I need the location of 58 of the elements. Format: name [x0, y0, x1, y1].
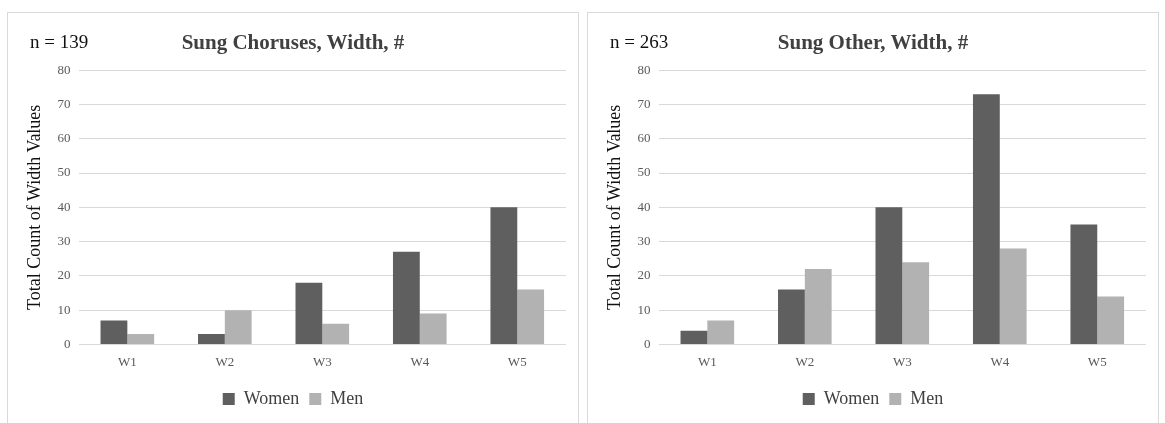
bar — [875, 207, 903, 344]
bar — [322, 323, 350, 344]
y-tick-label: 80 — [637, 61, 651, 77]
bar — [972, 94, 1000, 344]
y-tick-label: 20 — [57, 267, 71, 283]
y-tick-label: 50 — [637, 164, 651, 180]
y-axis-title: Total Count of Width Values — [23, 104, 44, 310]
bar — [680, 330, 708, 344]
text: n = 263 — [610, 30, 669, 52]
chart-title: Sung Choruses, Width, # — [181, 30, 405, 55]
x-tick-label: W2 — [795, 353, 815, 369]
x-tick-label: W4 — [990, 353, 1010, 369]
text: n = 139 — [30, 30, 89, 52]
y-tick-label: 10 — [637, 301, 651, 317]
bar — [902, 262, 930, 344]
chart-title: Sung Other, Width, # — [777, 30, 969, 55]
x-tick-label: W2 — [215, 353, 235, 369]
y-tick-label: 30 — [57, 233, 71, 248]
legend-label: Women — [243, 387, 300, 408]
y-tick-label: 0 — [64, 335, 71, 351]
y-tick-label: 60 — [637, 130, 651, 146]
bar — [295, 282, 323, 344]
y-tick-label: 40 — [637, 198, 651, 214]
y-axis-title: Total Count of Width Values — [603, 104, 624, 310]
bar — [778, 289, 805, 344]
x-tick-label: W3 — [892, 353, 912, 369]
bar — [198, 334, 225, 344]
bar — [127, 334, 155, 344]
bar — [224, 310, 252, 344]
y-tick-label: 80 — [57, 61, 71, 77]
y-tick-label: 70 — [57, 95, 71, 111]
x-tick-label: W3 — [312, 353, 332, 369]
y-tick-label: 30 — [637, 233, 651, 248]
x-tick-label: W1 — [117, 353, 137, 369]
bar — [392, 251, 420, 344]
y-tick-label: 20 — [637, 267, 651, 283]
bar — [490, 207, 518, 344]
x-tick-label: W5 — [1087, 353, 1107, 369]
bar — [999, 248, 1027, 344]
legend-label: Men — [910, 387, 944, 408]
y-tick-label: 40 — [57, 198, 71, 214]
bar — [419, 313, 447, 344]
bar — [1070, 224, 1098, 344]
legend-label: Women — [823, 387, 880, 408]
bar — [804, 269, 832, 344]
y-tick-label: 0 — [644, 335, 651, 351]
bar — [1097, 296, 1125, 344]
legend-label: Men — [330, 387, 364, 408]
bar — [707, 320, 735, 344]
x-tick-label: W4 — [410, 353, 430, 369]
y-tick-label: 50 — [57, 164, 71, 180]
bar — [100, 320, 128, 344]
x-tick-label: W1 — [697, 353, 717, 369]
x-tick-label: W5 — [507, 353, 527, 369]
y-tick-label: 60 — [57, 130, 71, 146]
y-tick-label: 70 — [637, 95, 651, 111]
y-tick-label: 10 — [57, 301, 71, 317]
bar — [517, 289, 545, 344]
